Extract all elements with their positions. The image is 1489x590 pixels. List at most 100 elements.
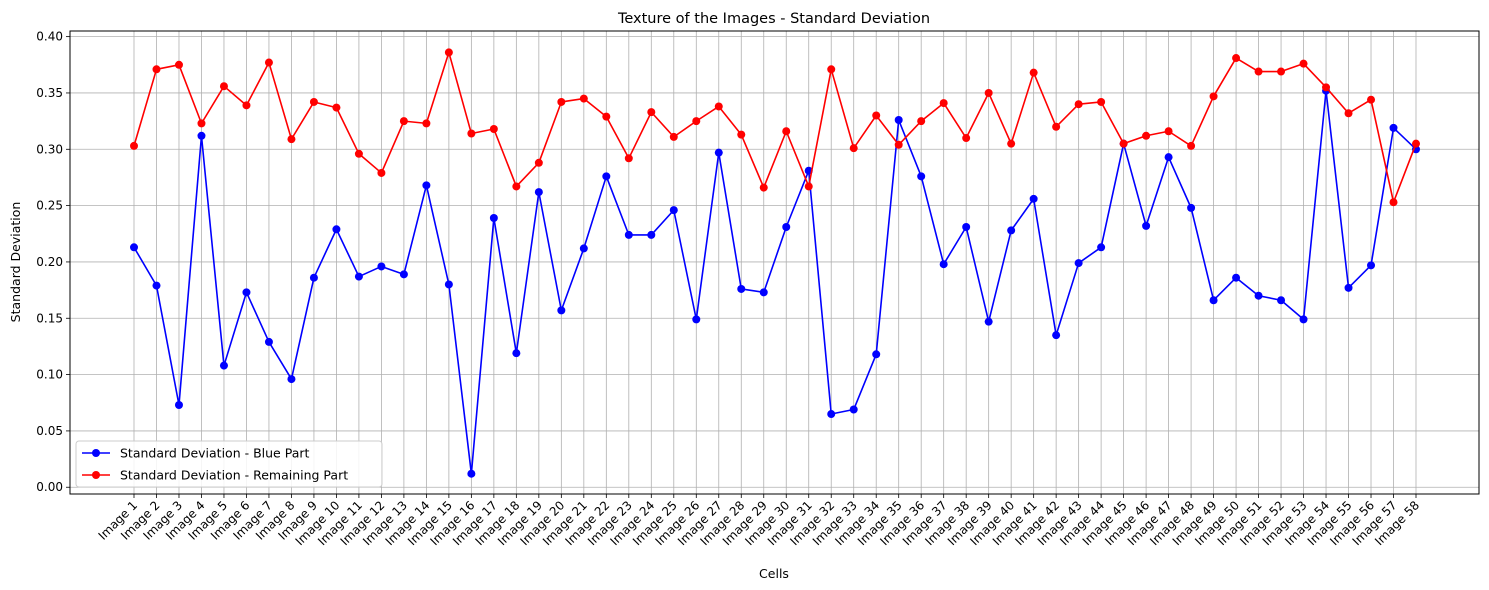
data-point xyxy=(602,112,611,121)
y-tick-label: 0.20 xyxy=(36,255,63,269)
data-point xyxy=(422,181,431,190)
data-point xyxy=(377,168,386,177)
data-point xyxy=(602,172,611,181)
data-point xyxy=(512,349,521,358)
legend-label: Standard Deviation - Blue Part xyxy=(120,446,309,461)
data-point xyxy=(1412,139,1420,148)
data-point xyxy=(467,129,476,138)
data-point xyxy=(467,469,476,478)
data-point xyxy=(849,144,858,153)
data-point xyxy=(1052,122,1061,131)
data-point xyxy=(399,270,408,279)
data-point xyxy=(197,119,206,128)
data-point xyxy=(917,172,926,181)
y-tick-label: 0.35 xyxy=(36,86,63,100)
legend-marker xyxy=(92,449,100,457)
data-point xyxy=(354,272,363,281)
data-point xyxy=(1074,100,1083,109)
data-point xyxy=(782,127,791,136)
data-point xyxy=(1029,194,1038,203)
data-point xyxy=(444,280,453,289)
data-point xyxy=(872,111,881,120)
data-point xyxy=(579,244,588,253)
data-point xyxy=(557,97,566,106)
data-point xyxy=(647,108,656,117)
data-point xyxy=(174,60,183,69)
data-point xyxy=(152,65,161,74)
data-point xyxy=(1344,283,1353,292)
data-point xyxy=(714,102,723,111)
data-point xyxy=(1164,153,1173,162)
data-point xyxy=(264,337,273,346)
data-point xyxy=(197,131,206,140)
y-tick-label: 0.00 xyxy=(36,480,63,494)
series-line-2 xyxy=(133,51,1417,204)
data-point xyxy=(1164,127,1173,136)
data-point xyxy=(152,281,161,290)
data-point xyxy=(872,350,881,359)
data-point xyxy=(1367,261,1376,270)
legend-box xyxy=(75,440,383,488)
data-point xyxy=(1119,139,1128,148)
data-point xyxy=(1232,54,1241,63)
data-point xyxy=(1299,315,1308,324)
data-point xyxy=(669,206,678,215)
data-point xyxy=(579,94,588,103)
y-tick-label: 0.25 xyxy=(36,199,63,213)
data-point xyxy=(737,130,746,139)
legend: Standard Deviation - Blue Part Standard D… xyxy=(75,440,383,488)
data-point xyxy=(534,158,543,167)
chart-title: Texture of the Images - Standard Deviati… xyxy=(617,11,930,27)
data-point xyxy=(287,135,296,144)
legend-marker xyxy=(92,471,100,479)
data-point xyxy=(1052,331,1061,340)
data-point xyxy=(984,88,993,97)
data-point xyxy=(759,288,768,297)
data-point xyxy=(759,183,768,192)
data-point xyxy=(130,243,138,252)
data-point xyxy=(1344,109,1353,118)
data-point xyxy=(287,375,296,384)
data-point xyxy=(399,117,408,126)
data-point xyxy=(1389,123,1398,132)
data-point xyxy=(1097,97,1106,106)
data-point xyxy=(894,140,903,149)
y-axis: 0.00 0.05 0.10 0.15 0.20 0.25 0.30 0.35 0.40 xyxy=(36,30,70,494)
data-point xyxy=(1007,226,1016,235)
data-point xyxy=(1097,243,1106,252)
data-point xyxy=(962,223,971,232)
data-point xyxy=(534,188,543,197)
data-point xyxy=(939,260,948,269)
data-point xyxy=(242,288,251,297)
data-point xyxy=(489,214,498,223)
data-point xyxy=(377,262,386,271)
data-point xyxy=(692,315,701,324)
data-point xyxy=(647,230,656,239)
y-axis-label: Standard Deviation xyxy=(8,202,23,323)
data-point xyxy=(309,97,318,106)
data-point xyxy=(827,65,836,74)
grid xyxy=(70,31,1479,494)
plot-frame xyxy=(69,30,1480,495)
data-point xyxy=(849,405,858,414)
data-point xyxy=(1209,92,1218,101)
data-point xyxy=(332,225,341,234)
data-point xyxy=(332,103,341,112)
data-point xyxy=(669,132,678,141)
data-point xyxy=(624,230,633,239)
data-point xyxy=(512,182,521,191)
data-point xyxy=(1277,296,1286,305)
data-point xyxy=(557,306,566,315)
data-point xyxy=(309,273,318,282)
series-group xyxy=(130,48,1420,478)
data-point xyxy=(354,149,363,158)
data-point xyxy=(1389,198,1398,207)
data-point xyxy=(782,223,791,232)
data-point xyxy=(130,141,138,150)
data-point xyxy=(489,125,498,134)
x-axis-label: Cells xyxy=(759,566,789,581)
data-point xyxy=(714,148,723,157)
data-point xyxy=(1074,259,1083,268)
data-point xyxy=(1299,59,1308,68)
